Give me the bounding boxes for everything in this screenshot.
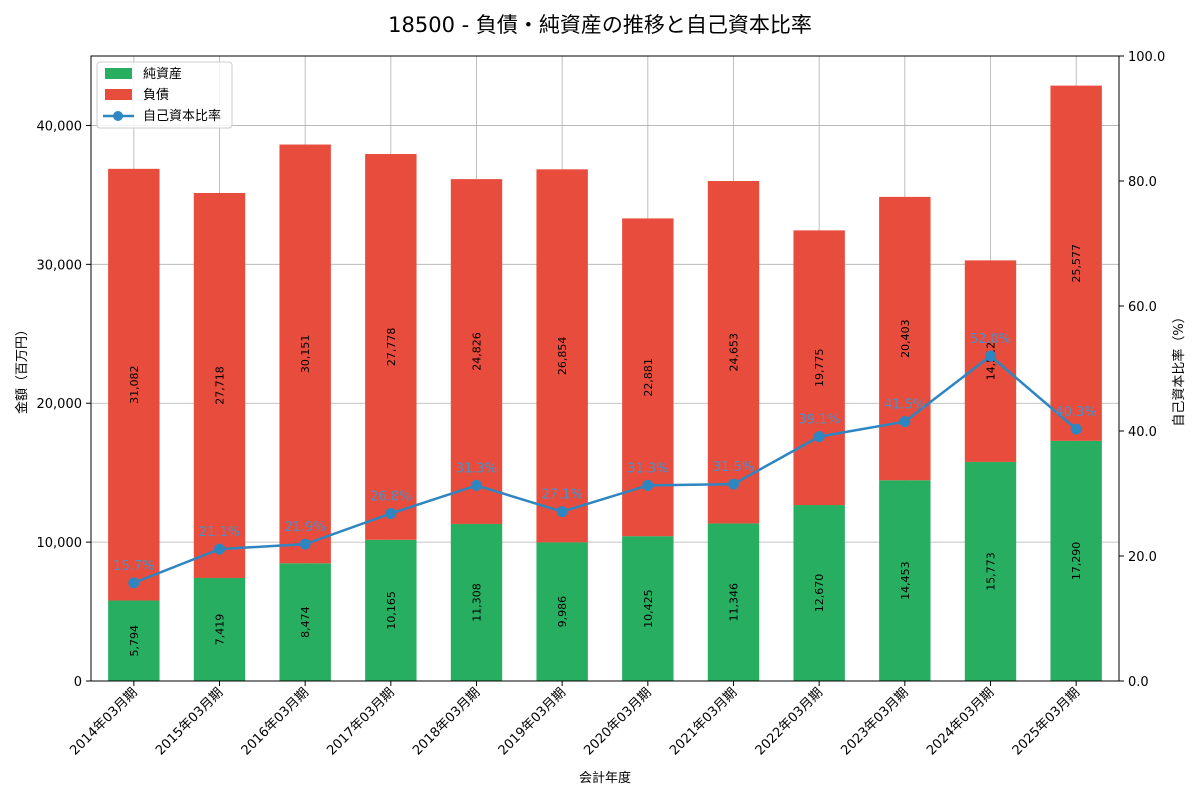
ratio-point [642, 479, 654, 491]
ratio-point [471, 479, 482, 491]
y-tick-label: 30,000 [37, 258, 83, 273]
bar-label-liabilities: 22,881 [642, 358, 655, 397]
bar-equity [879, 480, 931, 681]
y2-tick-label: 100.0 [1128, 50, 1165, 65]
bar-label-equity: 10,425 [642, 589, 655, 628]
bar-label-liabilities: 31,082 [128, 365, 141, 404]
ratio-point [728, 478, 739, 490]
bar-label-liabilities: 30,151 [299, 335, 312, 374]
y2-tick-label: 60.0 [1128, 300, 1157, 315]
ratio-point [813, 431, 825, 443]
bar-label-liabilities: 27,778 [385, 328, 398, 367]
bar-liabilities [365, 154, 417, 540]
y-tick-label: 10,000 [37, 536, 83, 551]
y2-tick-label: 40.0 [1128, 425, 1157, 440]
bar-labels: 5,794 31,082 7,419 27,718 8,474 30,151 10,165 2… [128, 244, 1083, 657]
y-tick-label: 0 [74, 675, 82, 690]
bar-equity [108, 600, 160, 681]
ratio-point [985, 350, 996, 362]
chart-title: 18500 - 負債・純資産の推移と自己資本比率 [388, 13, 812, 37]
bar-label-equity: 7,419 [214, 614, 227, 646]
bar-label-equity: 14,453 [899, 561, 912, 600]
bar-label-liabilities: 24,826 [471, 332, 484, 371]
legend-swatch-ratio-marker [113, 111, 123, 121]
legend-label-liabilities: 負債 [143, 88, 169, 103]
bar-equity [536, 542, 588, 681]
bar-label-equity: 11,346 [728, 583, 741, 622]
ratio-label: 41.5% [884, 398, 925, 413]
plot-frame [90, 55, 1120, 682]
ratio-point [899, 416, 911, 428]
bar-liabilities [279, 144, 331, 564]
bar-liabilities [707, 181, 760, 524]
bar-equity [193, 577, 246, 681]
ratio-point [128, 577, 140, 589]
legend-swatch-liabilities [105, 89, 132, 100]
bar-liabilities [793, 230, 845, 506]
bar-label-liabilities: 20,403 [899, 319, 912, 358]
bar-label-equity: 8,474 [299, 606, 312, 638]
ratio-label: 27.1% [542, 488, 583, 503]
ratio-point [214, 543, 225, 555]
bar-label-equity: 9,986 [556, 596, 569, 628]
bar-label-equity: 5,794 [128, 625, 141, 657]
bar-equity [279, 563, 331, 681]
ratio-line [133, 354, 1077, 585]
y2-tick-label: 20.0 [1128, 550, 1157, 565]
bar-liabilities [193, 192, 246, 578]
ratio-point [556, 506, 568, 518]
ratio-label: 21.9% [285, 520, 326, 535]
bar-label-liabilities: 27,718 [214, 366, 227, 405]
ratio-label: 52.0% [970, 332, 1011, 347]
ratio-line-group: 15.7% 21.1% 21.9% 26.8% 31.3% 27.1% 31.3% 31.5%… [113, 332, 1097, 589]
bar-liabilities [1050, 85, 1102, 441]
y-tick-label: 40,000 [37, 119, 83, 134]
legend-label-ratio: 自己資本比率 [143, 108, 221, 124]
ratio-label: 39.1% [799, 413, 840, 428]
bar-liabilities [536, 169, 588, 543]
bar-equity [1050, 440, 1102, 681]
ratio-label: 31.3% [627, 461, 668, 476]
bar-label-equity: 10,165 [385, 591, 398, 630]
ratio-point [299, 538, 311, 550]
bar-label-equity: 15,773 [985, 552, 998, 591]
ratio-label: 21.1% [199, 525, 240, 540]
bar-equity [964, 461, 1017, 681]
bars [108, 85, 1102, 681]
bar-equity [450, 523, 503, 681]
legend-swatch-equity [105, 68, 132, 79]
y2-tick-label: 80.0 [1128, 175, 1157, 190]
y2-axis-label: 自己資本比率（%） [1171, 310, 1187, 426]
bar-label-liabilities: 19,775 [813, 348, 826, 387]
ratio-label: 15.7% [113, 559, 154, 574]
x-axis-label: 会計年度 [579, 770, 631, 786]
ratio-label: 31.3% [456, 461, 497, 476]
bar-label-equity: 12,670 [813, 574, 826, 613]
ratio-label: 40.3% [1056, 405, 1097, 420]
y-tick-label: 20,000 [37, 397, 83, 412]
y2-tick-label: 0.0 [1128, 675, 1149, 690]
bar-liabilities [450, 179, 503, 524]
bar-label-equity: 17,290 [1070, 542, 1083, 581]
bar-equity [365, 539, 417, 681]
legend-label-equity: 純資産 [143, 66, 182, 82]
ratio-point [1070, 423, 1082, 435]
ratio-label: 26.8% [370, 490, 411, 505]
ratio-label: 31.5% [713, 460, 754, 475]
bar-equity [622, 536, 674, 681]
y-axis-label: 金額（百万円） [14, 323, 30, 414]
bar-equity [793, 505, 845, 681]
ratio-point [385, 508, 397, 519]
bar-label-liabilities: 25,577 [1070, 244, 1083, 283]
bar-liabilities [108, 168, 160, 601]
bar-label-liabilities: 26,854 [556, 337, 569, 376]
bar-equity [707, 523, 760, 681]
bar-liabilities [879, 196, 931, 481]
bar-label-equity: 11,308 [471, 583, 484, 622]
bar-label-liabilities: 24,653 [728, 333, 741, 372]
